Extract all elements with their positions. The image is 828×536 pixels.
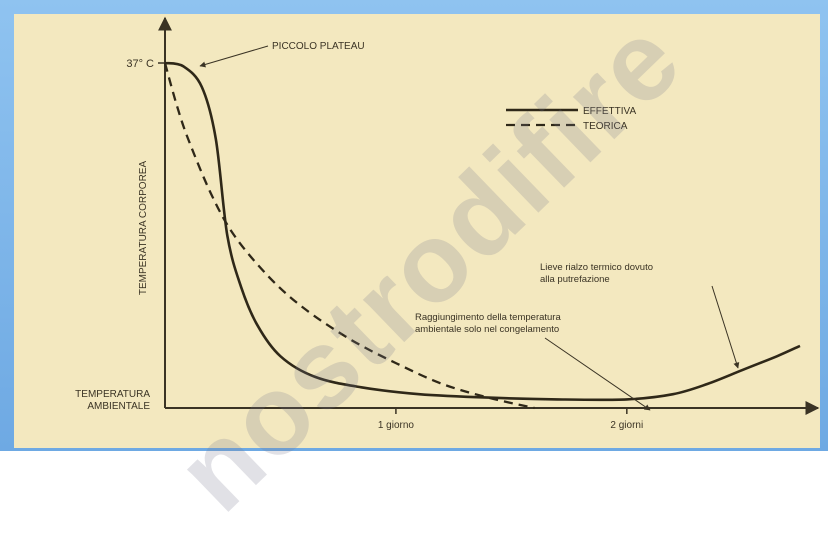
annotation-freezing-arrow [544, 337, 651, 411]
annotation-putrefaction: Lieve rialzo termico dovuto alla putrefa… [540, 262, 740, 369]
legend: EFFETTIVA TEORICA [506, 106, 636, 132]
annotation-plateau: PICCOLO PLATEAU [199, 41, 365, 68]
y-tick-bottom-label-2: AMBIENTALE [87, 401, 150, 412]
temperature-chart: 37° C TEMPERATURA AMBIENTALE TEMPERATURA… [75, 16, 820, 431]
x-ticks: 1 giorno 2 giorni [378, 408, 643, 431]
annotation-plateau-arrow [199, 45, 269, 68]
x-tick-label-1: 1 giorno [378, 420, 415, 431]
annotation-freezing-line-2: ambientale solo nel congelamento [415, 324, 559, 335]
legend-label-effettiva: EFFETTIVA [583, 106, 636, 117]
y-tick-top-label: 37° C [126, 58, 154, 70]
annotation-putrefaction-line-1: Lieve rialzo termico dovuto [540, 262, 653, 273]
series-teorica-line [163, 62, 535, 410]
annotation-putrefaction-arrow [711, 285, 740, 369]
annotation-freezing-line-1: Raggiungimento della temperatura [415, 312, 561, 323]
legend-label-teorica: TEORICA [583, 121, 628, 132]
annotation-freezing: Raggiungimento della temperatura ambient… [415, 312, 651, 411]
chart-paper [14, 14, 820, 448]
y-axis-label: TEMPERATURA CORPOREA [138, 161, 149, 296]
x-tick-label-2: 2 giorni [610, 420, 643, 431]
y-tick-bottom-label-1: TEMPERATURA [75, 389, 150, 400]
annotation-putrefaction-line-2: alla putrefazione [540, 274, 610, 285]
annotation-plateau-text: PICCOLO PLATEAU [272, 41, 365, 52]
series-effettiva-line [164, 61, 801, 402]
